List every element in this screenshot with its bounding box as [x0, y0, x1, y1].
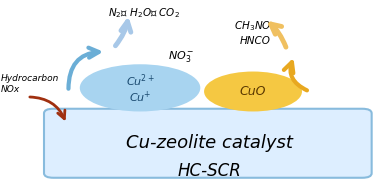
Ellipse shape — [80, 64, 200, 111]
FancyBboxPatch shape — [44, 109, 372, 178]
Text: Cu$^{+}$: Cu$^{+}$ — [129, 89, 151, 105]
Text: N$_2$、 H$_2$O、 CO$_2$: N$_2$、 H$_2$O、 CO$_2$ — [108, 6, 180, 20]
Text: Cu-zeolite catalyst: Cu-zeolite catalyst — [126, 134, 293, 152]
Text: CH$_3$NO$_2$
HNCO: CH$_3$NO$_2$ HNCO — [234, 19, 276, 46]
Text: Hydrocarbon
NOx: Hydrocarbon NOx — [1, 74, 59, 94]
Text: NO$_3^-$: NO$_3^-$ — [168, 48, 195, 64]
Text: CuO: CuO — [240, 85, 266, 98]
Text: Cu$^{2+}$: Cu$^{2+}$ — [125, 72, 155, 89]
Ellipse shape — [204, 72, 302, 111]
Text: HC-SCR: HC-SCR — [178, 163, 242, 180]
